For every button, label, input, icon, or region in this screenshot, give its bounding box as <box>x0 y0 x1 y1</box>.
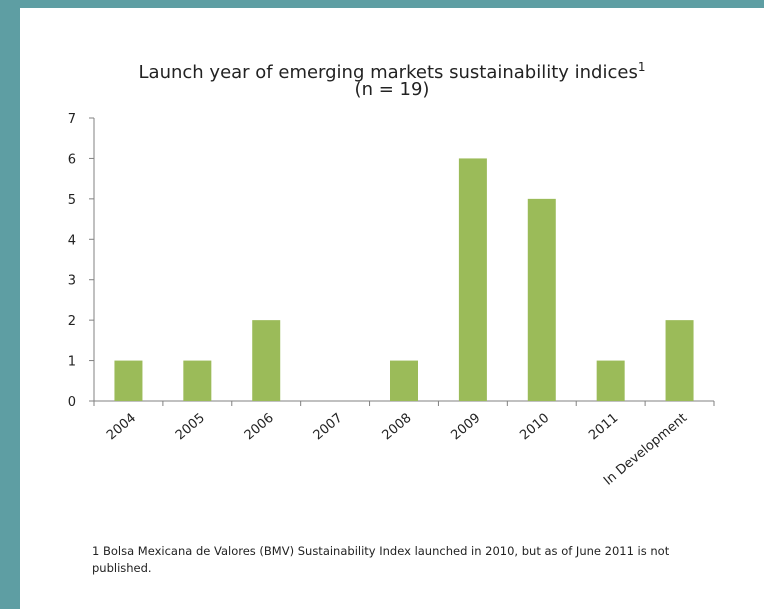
chart-title-text: Launch year of emerging markets sustaina… <box>138 62 638 83</box>
y-tick-label: 5 <box>68 193 76 208</box>
bar-2008 <box>390 360 418 401</box>
y-tick-label: 3 <box>68 274 76 289</box>
x-tick-label: 2004 <box>104 411 139 444</box>
chart-title: Launch year of emerging markets sustaina… <box>20 56 764 84</box>
bar-2006 <box>252 320 281 401</box>
bar-chart: 0 1 2 3 4 5 6 7 2004 2005 2006 2007 2008 2009 2010 2011… <box>68 112 715 489</box>
bar-2010 <box>527 198 556 401</box>
x-tick-label: 2008 <box>380 411 415 444</box>
chart-panel: Launch year of emerging markets sustaina… <box>20 8 764 609</box>
chart-title-footnote-marker: 1 <box>637 60 646 74</box>
x-tick-label: 2010 <box>517 411 552 444</box>
y-tick-label: 7 <box>68 112 76 127</box>
x-tick-label: 2009 <box>448 411 483 444</box>
y-tick-label: 0 <box>68 395 76 410</box>
bar-in-development <box>665 320 694 401</box>
bar-2011 <box>596 360 625 401</box>
y-tick-label: 2 <box>68 314 76 329</box>
x-tick-label: 2006 <box>242 411 277 444</box>
x-tick-label: 2011 <box>586 411 621 444</box>
chart-subtitle: (n = 19) <box>354 79 430 100</box>
y-tick-label: 1 <box>68 355 76 370</box>
bar-2009 <box>458 158 487 401</box>
bar-2005 <box>183 360 212 401</box>
footnote: 1 Bolsa Mexicana de Valores (BMV) Sustai… <box>92 544 670 575</box>
x-tick-label: 2005 <box>173 411 208 444</box>
x-tick-label: 2007 <box>311 411 346 444</box>
y-tick-label: 4 <box>68 233 76 248</box>
y-tick-label: 6 <box>68 152 76 167</box>
bar-2004 <box>114 360 143 401</box>
